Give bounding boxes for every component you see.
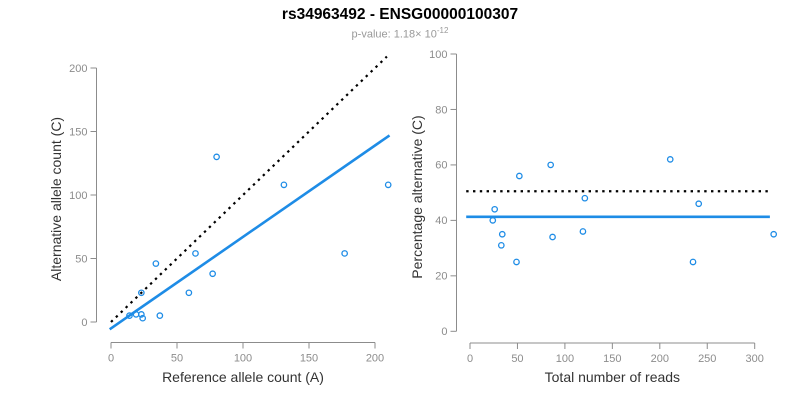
p-value-exponent: -12 <box>436 26 449 35</box>
data-point <box>185 289 193 297</box>
y-axis-title: Alternative allele count (C) <box>48 117 64 281</box>
data-point <box>666 156 674 163</box>
x-tick-label: 50 <box>171 353 183 365</box>
y-tick-label: 100 <box>429 49 447 61</box>
data-point <box>156 312 164 319</box>
data-point <box>209 270 216 278</box>
data-point <box>547 161 555 169</box>
plot-title: rs34963492 - ENSG00000100307 <box>281 6 519 23</box>
data-point <box>695 200 703 208</box>
data-point <box>138 289 145 297</box>
data-point <box>579 228 587 235</box>
data-point <box>513 258 520 266</box>
data-point <box>341 250 348 257</box>
data-point <box>498 230 506 238</box>
y-tick-label: 80 <box>435 104 447 116</box>
p-value-text: p-value: 1.18× 10 <box>351 28 437 41</box>
y-tick-label: 200 <box>69 63 87 75</box>
x-tick-label: 200 <box>366 353 384 365</box>
y-tick-label: 100 <box>69 190 87 202</box>
regression-line <box>108 134 391 331</box>
data-point <box>280 181 288 189</box>
x-tick-label: 150 <box>603 353 621 365</box>
y-tick-label: 0 <box>81 317 87 329</box>
data-point <box>139 314 147 322</box>
y-tick-label: 60 <box>435 160 447 172</box>
data-point <box>192 250 199 257</box>
data-point <box>515 172 523 180</box>
x-tick-label: 150 <box>300 353 318 365</box>
y-tick-label: 50 <box>75 253 87 265</box>
x-axis-title: Reference allele count (A) <box>162 369 324 385</box>
x-tick-label: 100 <box>234 353 252 365</box>
data-point <box>138 311 145 318</box>
data-point <box>549 233 556 241</box>
data-point <box>384 181 392 189</box>
data-point <box>491 205 499 213</box>
data-point <box>581 194 589 202</box>
x-tick-label: 0 <box>467 353 473 365</box>
data-point <box>770 230 778 238</box>
x-tick-label: 300 <box>746 353 764 365</box>
y-tick-label: 20 <box>435 271 447 283</box>
data-point <box>689 258 697 266</box>
y-axis-title: Percentage alternative (C) <box>409 115 425 278</box>
identity-line <box>110 55 388 323</box>
y-tick-label: 150 <box>69 126 87 138</box>
x-tick-label: 200 <box>651 353 669 365</box>
data-point <box>489 217 497 224</box>
y-tick-label: 40 <box>435 215 447 227</box>
y-tick-label: 0 <box>441 326 447 338</box>
x-axis-title: Total number of reads <box>545 369 680 385</box>
x-tick-label: 50 <box>511 353 523 365</box>
data-point <box>497 241 505 249</box>
x-tick-label: 100 <box>556 353 574 365</box>
data-point <box>152 260 160 267</box>
data-point <box>126 312 133 319</box>
p-value-label: p-value: 1.18× 10-12 <box>0 26 800 41</box>
x-tick-label: 250 <box>698 353 716 365</box>
data-point <box>213 153 220 161</box>
x-tick-label: 0 <box>108 353 114 365</box>
